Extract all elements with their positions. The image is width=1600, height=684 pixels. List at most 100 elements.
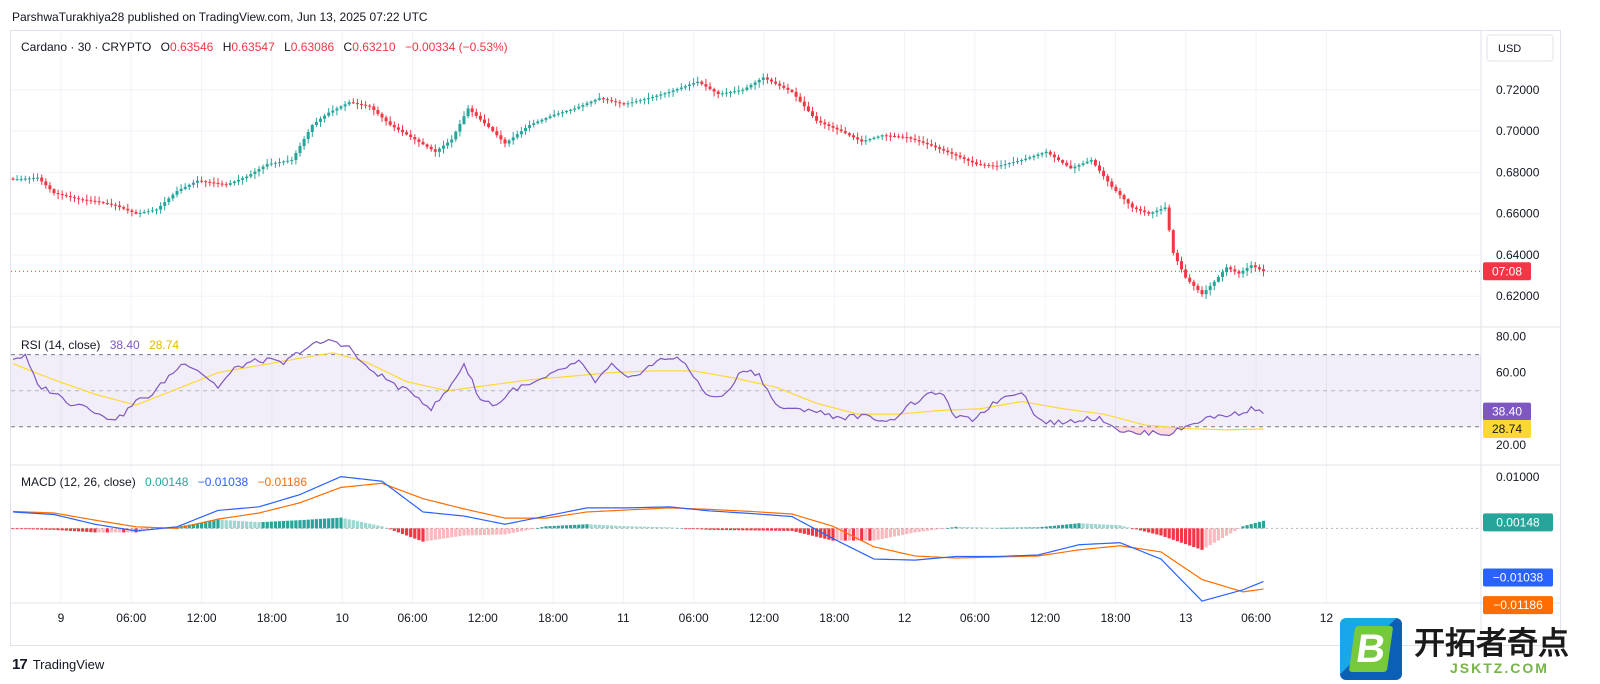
candle-body bbox=[159, 205, 163, 210]
macd-histogram-bar bbox=[519, 528, 523, 532]
macd-histogram-bar bbox=[1110, 524, 1114, 529]
watermark-en-text: JSKTZ.COM bbox=[1450, 660, 1549, 676]
candle-body bbox=[642, 99, 646, 101]
tradingview-footer[interactable]: 17 TradingView bbox=[12, 656, 104, 673]
macd-histogram-bar bbox=[667, 527, 671, 529]
macd-histogram-bar bbox=[421, 528, 425, 542]
candle-body bbox=[802, 101, 806, 107]
candle-body bbox=[347, 102, 351, 105]
macd-histogram-bar bbox=[523, 528, 528, 531]
candle-body bbox=[351, 102, 355, 104]
macd-histogram-bar bbox=[1040, 526, 1044, 529]
watermark-logo-icon: B bbox=[1340, 618, 1402, 680]
macd-histogram-bar bbox=[921, 528, 925, 532]
macd-histogram-bar bbox=[27, 528, 31, 530]
chart-svg[interactable]: 0.72000 0.70000 0.68000 0.66000 0.64000 0.620… bbox=[11, 31, 1560, 645]
candle-body bbox=[827, 124, 831, 126]
candle-body bbox=[606, 99, 609, 101]
macd-histogram-bar bbox=[1138, 528, 1143, 531]
candle-body bbox=[843, 131, 847, 134]
price-legend: Cardano · 30 · CRYPTO O0.63546 H0.63547 … bbox=[21, 40, 508, 54]
macd-histogram-bar bbox=[614, 525, 618, 529]
candle-body bbox=[778, 83, 782, 86]
close-value: 0.63210 bbox=[352, 40, 396, 54]
candle-body bbox=[962, 157, 966, 160]
candle-body bbox=[610, 100, 614, 102]
candle-body bbox=[893, 135, 896, 137]
macd-histogram-bar bbox=[646, 526, 651, 529]
macd-histogram-bar bbox=[659, 527, 663, 529]
macd-histogram-bar bbox=[425, 528, 429, 542]
candle-body bbox=[1139, 209, 1142, 211]
macd-histogram-bar bbox=[860, 528, 864, 541]
macd-histogram-bar bbox=[1052, 525, 1056, 529]
macd-histogram-bar bbox=[892, 528, 897, 537]
rsi-pane[interactable] bbox=[11, 338, 1481, 437]
macd-histogram-bar bbox=[1093, 524, 1097, 529]
candle-body bbox=[310, 124, 314, 132]
candle-body bbox=[52, 189, 56, 194]
macd-histogram-bar bbox=[1007, 527, 1011, 529]
candle-body bbox=[228, 183, 232, 185]
macd-histogram-bar bbox=[1196, 528, 1200, 549]
macd-histogram-bar bbox=[450, 528, 454, 538]
candle-body bbox=[130, 210, 134, 213]
rsi-ma-line bbox=[12, 352, 1264, 431]
macd-histogram-bar bbox=[499, 528, 503, 535]
currency-button[interactable] bbox=[1486, 34, 1554, 62]
macd-histogram-bar bbox=[216, 519, 220, 529]
macd-histogram-bar bbox=[318, 518, 323, 529]
candle-body bbox=[864, 140, 868, 142]
macd-histogram-bar bbox=[585, 524, 589, 529]
macd-histogram-bar bbox=[446, 528, 450, 538]
candle-body bbox=[261, 166, 265, 170]
candle-body bbox=[1208, 285, 1212, 291]
candle-body bbox=[388, 121, 392, 125]
candle-body bbox=[942, 148, 946, 151]
candle-body bbox=[622, 103, 626, 105]
candle-body bbox=[503, 139, 507, 144]
macd-histogram-bar bbox=[950, 527, 954, 529]
macd-pane[interactable] bbox=[11, 476, 1481, 602]
macd-histogram-bar bbox=[36, 528, 40, 530]
macd-histogram-bar bbox=[1225, 528, 1229, 536]
macd-histogram-bar bbox=[1184, 528, 1188, 545]
candle-body bbox=[946, 150, 950, 153]
attribution-text: ParshwaTurakhiya28 published on TradingV… bbox=[12, 10, 428, 24]
candle-body bbox=[23, 178, 27, 180]
macd-histogram-bar bbox=[126, 528, 130, 533]
price-pane[interactable] bbox=[11, 73, 1481, 299]
macd-histogram-bar bbox=[343, 518, 347, 529]
candle-body bbox=[1114, 186, 1118, 191]
time-tick-label: 18:00 bbox=[819, 611, 849, 625]
macd-histogram-bar bbox=[306, 519, 310, 529]
macd-histogram-bar bbox=[265, 521, 269, 529]
macd-histogram-bar bbox=[999, 527, 1003, 529]
candle-body bbox=[183, 186, 187, 189]
candle-body bbox=[1262, 269, 1265, 272]
candle-body bbox=[565, 110, 568, 113]
macd-histogram-bar bbox=[1036, 527, 1040, 529]
macd-histogram-bar bbox=[663, 527, 667, 529]
chart-frame[interactable]: 0.72000 0.70000 0.68000 0.66000 0.64000 0.620… bbox=[10, 30, 1561, 646]
macd-histogram-bar bbox=[917, 528, 921, 532]
last-price-badge-bg bbox=[1483, 262, 1531, 281]
macd-histogram-bar bbox=[938, 528, 942, 530]
candle-body bbox=[343, 104, 347, 107]
candle-body bbox=[1192, 281, 1196, 286]
macd-histogram-bar bbox=[1229, 528, 1233, 534]
time-tick-label: 11 bbox=[617, 611, 630, 625]
candle-body bbox=[593, 99, 597, 102]
candle-body bbox=[901, 136, 905, 138]
macd-histogram-bar bbox=[765, 528, 769, 531]
candle-body bbox=[319, 118, 322, 122]
candle-body bbox=[327, 112, 331, 116]
macd-histogram-bar bbox=[113, 528, 118, 533]
macd-histogram-bar bbox=[1011, 527, 1015, 529]
macd-histogram-bar bbox=[462, 528, 466, 536]
macd-histogram-bar bbox=[622, 526, 626, 529]
macd-histogram-bar bbox=[835, 528, 839, 541]
candle-body bbox=[724, 92, 728, 94]
macd-histogram-bar bbox=[269, 521, 273, 529]
candle-body bbox=[204, 181, 208, 183]
